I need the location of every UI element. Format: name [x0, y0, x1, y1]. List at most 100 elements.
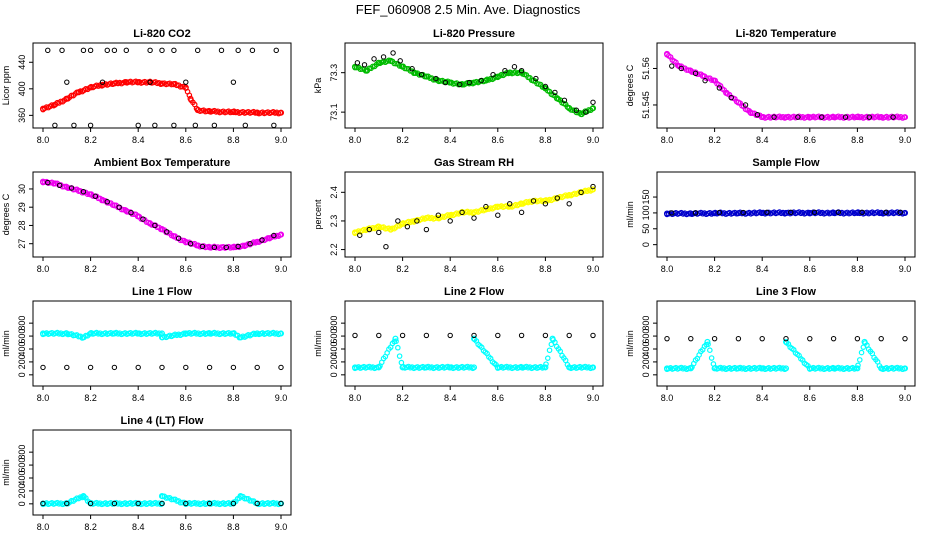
data-point [663, 50, 671, 57]
chart-1: Li-820 CO2 Licor ppm 360 400 440 8.0 8.2 8.4 8.6… [1, 28, 292, 145]
data-point [277, 109, 285, 116]
data-point [782, 114, 790, 121]
data-point [782, 338, 790, 345]
data-point [566, 332, 572, 339]
data-point [502, 68, 508, 74]
plot-frame [344, 300, 604, 387]
data-point [135, 500, 141, 507]
x-tick-label: 9.0 [275, 135, 288, 145]
y-tick-label: 73.1 [329, 103, 339, 121]
y-tick-label: 150 [641, 190, 651, 205]
plot-frame [656, 300, 916, 387]
chart-title: Line 3 Flow [756, 286, 816, 298]
data-point [383, 244, 389, 250]
data-point [99, 81, 106, 88]
data-point [819, 114, 825, 120]
data-point [206, 108, 213, 115]
x-tick-label: 9.0 [587, 393, 600, 403]
y-axis-label: ml/min [313, 330, 323, 357]
x-tick-label: 8.6 [180, 393, 193, 403]
data-point [123, 47, 130, 54]
x-tick-label: 8.6 [804, 393, 817, 403]
data-point [399, 332, 406, 339]
data-point [692, 210, 699, 216]
data-point [782, 365, 790, 372]
data-point [218, 47, 225, 54]
y-tick-label: 400 [329, 341, 339, 356]
data-point [230, 330, 237, 337]
data-point [375, 59, 382, 66]
series-blue [663, 209, 909, 218]
data-point [375, 364, 382, 371]
data-point [147, 79, 153, 85]
data-point [116, 204, 122, 210]
data-point [735, 335, 742, 342]
data-point [811, 209, 818, 215]
y-tick-label: 2.4 [329, 186, 339, 199]
data-point [39, 330, 47, 337]
data-point [75, 89, 82, 96]
data-point [890, 114, 896, 120]
data-point [447, 364, 454, 371]
data-point [361, 62, 368, 68]
x-tick-label: 8.6 [180, 135, 193, 145]
y-tick-label: 50 [641, 224, 651, 234]
chart-2: Li-820 Pressure kPa 73.1 73.3 8.0 8.2 8.4 8.6 8.… [313, 28, 604, 145]
data-point [99, 79, 106, 85]
x-tick-label: 8.6 [492, 393, 505, 403]
data-point [554, 95, 561, 102]
data-point [135, 364, 141, 371]
x-tick-label: 9.0 [275, 522, 288, 532]
data-point [740, 209, 746, 216]
data-point [56, 182, 63, 189]
data-point [542, 332, 549, 339]
data-point [111, 500, 118, 507]
data-point [152, 122, 158, 129]
data-point [590, 99, 596, 105]
data-point [259, 237, 265, 243]
data-point [45, 47, 51, 54]
data-point [861, 338, 868, 345]
data-point [206, 500, 213, 507]
data-point [135, 122, 141, 129]
data-point [277, 330, 285, 337]
data-point [363, 67, 370, 74]
data-point [64, 364, 70, 371]
data-point [158, 493, 166, 500]
data-point [711, 365, 718, 372]
data-point [175, 235, 182, 241]
data-point [483, 203, 489, 210]
data-point [711, 335, 718, 342]
data-point [352, 332, 358, 339]
series-black [669, 63, 896, 120]
data-point [470, 209, 478, 216]
data-point [854, 335, 861, 342]
data-point [51, 101, 58, 108]
data-point [795, 114, 801, 120]
data-point [544, 355, 551, 361]
x-tick-label: 8.2 [84, 522, 97, 532]
data-point [395, 218, 401, 224]
data-point [901, 365, 909, 372]
data-point [64, 500, 70, 507]
data-point [40, 364, 46, 371]
data-point [590, 332, 596, 339]
data-point [182, 330, 189, 337]
y-tick-label: 73.3 [329, 64, 339, 82]
y-tick-label: 200 [17, 483, 27, 498]
data-point [195, 47, 201, 54]
data-point [414, 218, 420, 224]
data-point [566, 201, 572, 207]
data-point [669, 210, 675, 216]
plot-frame [32, 429, 292, 516]
x-tick-label: 8.4 [132, 522, 145, 532]
data-point [418, 71, 425, 78]
data-point [435, 215, 442, 222]
data-point [878, 335, 884, 342]
x-tick-label: 8.4 [756, 393, 769, 403]
plot-frame [344, 42, 604, 129]
data-point [764, 209, 770, 215]
